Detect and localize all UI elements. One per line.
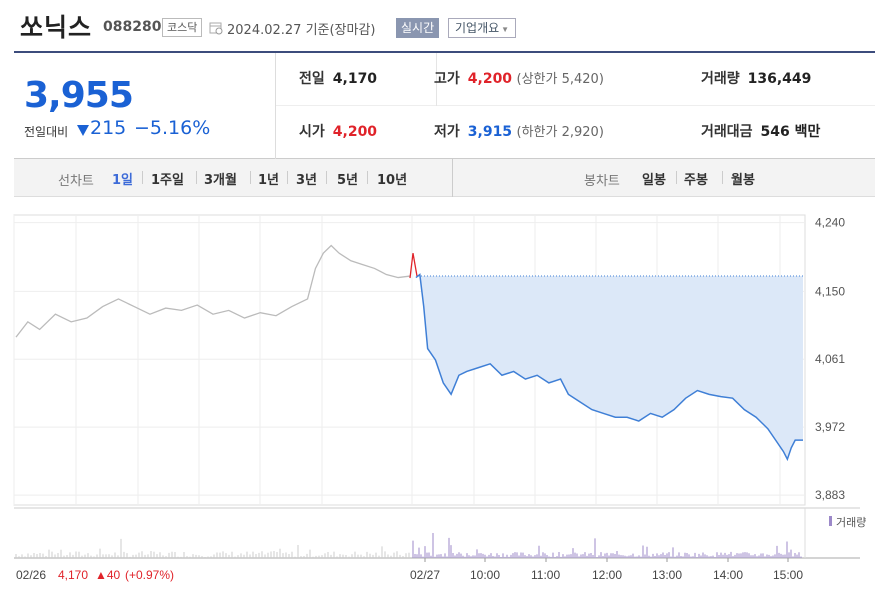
y-tick-label: 3,972 [815, 420, 845, 434]
candle-chart-label: 봉차트 [584, 174, 620, 189]
prev-close-cell: 전일 4,170 [299, 53, 377, 106]
x-tick-label: 15:00 [773, 568, 803, 582]
volume-label: 거래량 [701, 71, 740, 87]
y-tick-label: 4,240 [815, 216, 845, 230]
prev-value: 4,170 [332, 71, 378, 87]
period-3y[interactable]: 3년 [296, 173, 318, 188]
high-label: 고가 [434, 71, 460, 87]
volume-value: 136,449 [747, 71, 812, 87]
series-today-up-segment [409, 253, 418, 279]
open-value: 4,200 [332, 124, 378, 140]
period-10y[interactable]: 10년 [377, 173, 408, 188]
footer-prev-close: 4,170 [58, 568, 88, 582]
amount-cell: 거래대금 546 백만 [701, 106, 820, 159]
period-1y[interactable]: 1년 [258, 173, 280, 188]
upper-limit: (상한가 5,420) [516, 72, 604, 87]
volume-legend-swatch [829, 516, 832, 526]
current-price-box: 3,955 전일대비 215 −5.16% [14, 53, 276, 159]
high-value: 4,200 [467, 71, 513, 87]
stats-row-1: 전일 4,170 고가 4,200 (상한가 5,420) 거래량 136,449 [276, 53, 875, 106]
y-tick-label: 3,883 [815, 488, 845, 502]
stock-code: 088280 [103, 19, 162, 35]
company-overview-button[interactable]: 기업개요 ▼ [448, 18, 517, 38]
x-tick-label: 10:00 [470, 568, 500, 582]
open-label: 시가 [299, 124, 325, 140]
open-cell: 시가 4,200 [299, 106, 377, 159]
prev-label: 전일 [299, 71, 325, 87]
price-panel: 3,955 전일대비 215 −5.16% 전일 4,170 고가 4,200 (상… [14, 51, 875, 159]
x-tick-label: 14:00 [713, 568, 743, 582]
series-today [415, 273, 803, 462]
y-tick-label: 4,150 [815, 284, 845, 298]
company-overview-label: 기업개요 [455, 21, 500, 35]
volume-cell: 거래량 136,449 [701, 53, 811, 106]
stock-name: 쏘닉스 [20, 13, 93, 42]
x-tick-label: 02/26 [16, 568, 46, 582]
change-amount: 215 [90, 117, 127, 139]
amount-value: 546 백만 [760, 124, 821, 140]
change-percent: −5.16% [134, 117, 211, 139]
down-triangle-icon [77, 125, 89, 136]
series-previous-day [15, 244, 411, 338]
chart-toolbar: 선차트 1일 1주일 3개월 1년 3년 5년 10년 봉차트 일봉 주봉 월봉 [14, 159, 875, 197]
date-text: 2024.02.27 기준(장마감) [227, 23, 376, 38]
series-today-area [415, 274, 803, 460]
calendar-icon [209, 22, 223, 35]
stats-row-2: 시가 4,200 저가 3,915 (하한가 2,920) 거래대금 546 백만 [276, 106, 875, 159]
high-cell [436, 53, 437, 106]
high-inner: 고가 4,200 (상한가 5,420) [434, 53, 604, 106]
low-cell: 저가 3,915 (하한가 2,920) [434, 106, 604, 159]
x-tick-label: 13:00 [652, 568, 682, 582]
candle-weekly[interactable]: 주봉 [684, 173, 708, 188]
period-3m[interactable]: 3개월 [204, 173, 237, 188]
chevron-down-icon: ▼ [501, 25, 510, 34]
volume-legend-label: 거래량 [836, 516, 866, 529]
current-price: 3,955 [24, 75, 134, 116]
realtime-button[interactable]: 실시간 [396, 18, 440, 38]
market-badge: 코스닥 [162, 18, 203, 37]
low-value: 3,915 [467, 124, 513, 140]
change-label: 전일대비 [24, 125, 69, 139]
candle-daily[interactable]: 일봉 [642, 173, 666, 188]
x-tick-label: 11:00 [531, 568, 560, 582]
period-5y[interactable]: 5년 [337, 173, 359, 188]
footer-prev-change-pct: (+0.97%) [125, 568, 174, 582]
candle-monthly[interactable]: 월봉 [731, 173, 755, 188]
lower-limit: (하한가 2,920) [516, 125, 604, 140]
line-chart-label: 선차트 [58, 174, 94, 189]
x-tick-label: 02/27 [410, 568, 440, 582]
toolbar-divider [452, 159, 453, 197]
period-1w[interactable]: 1주일 [151, 173, 184, 188]
period-1d[interactable]: 1일 [112, 173, 134, 188]
y-tick-label: 4,061 [815, 352, 845, 366]
footer-prev-change: ▲40 [95, 568, 121, 582]
header: 쏘닉스 088280 코스닥 2024.02.27 기준(장마감) 실시간 기업… [0, 0, 875, 44]
x-tick-label: 12:00 [592, 568, 622, 582]
low-label: 저가 [434, 124, 460, 140]
amount-label: 거래대금 [701, 124, 753, 140]
